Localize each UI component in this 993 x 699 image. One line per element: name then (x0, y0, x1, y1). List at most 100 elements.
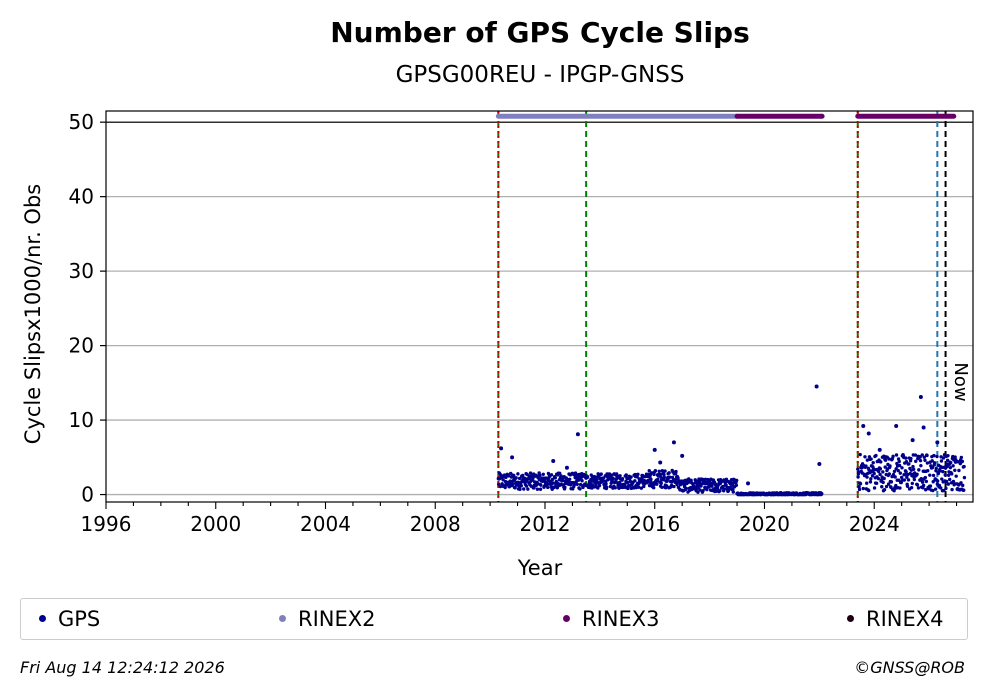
gps-point (501, 478, 505, 482)
gps-point (856, 467, 860, 471)
gps-point (897, 463, 902, 468)
legend-item-rinex2: RINEX2 (279, 607, 376, 631)
gps-point (944, 479, 949, 484)
gps-point (580, 479, 584, 483)
gps-point (946, 482, 951, 486)
legend-item-rinex3: RINEX3 (563, 607, 660, 631)
gps-point (930, 459, 934, 463)
gps-outlier-point (817, 462, 822, 467)
gps-point (647, 468, 651, 473)
gps-point (722, 487, 727, 491)
gps-point (517, 476, 522, 481)
gps-point (945, 458, 950, 462)
legend-marker-rinex2 (279, 614, 286, 622)
gps-point (701, 488, 705, 493)
gps-point (660, 485, 664, 489)
legend-label-rinex4: RINEX4 (866, 607, 944, 631)
gps-point (718, 489, 722, 493)
gps-point (941, 469, 945, 474)
gps-point (880, 485, 884, 489)
gps-point (883, 458, 888, 462)
gps-point (951, 464, 955, 468)
gps-point (506, 474, 511, 478)
gps-point (886, 482, 891, 486)
gps-point (919, 463, 923, 468)
gps-point (868, 480, 873, 484)
gps-point (915, 483, 920, 487)
gps-point (858, 482, 863, 486)
gps-outlier-point (866, 431, 871, 436)
gps-point (949, 461, 953, 465)
gps-point (698, 488, 702, 492)
gps-point (674, 469, 678, 474)
y-axis-label: Cycle Slipsx1000/nr. Obs (21, 184, 45, 444)
gps-point (930, 465, 935, 470)
gps-point (516, 472, 520, 476)
gps-point (887, 457, 891, 461)
gps-point (734, 483, 739, 487)
gps-point (567, 477, 572, 481)
gps-point (960, 459, 965, 464)
footer-timestamp: Fri Aug 14 12:24:12 2026 (20, 658, 225, 677)
gps-point (518, 487, 522, 491)
gps-point (511, 482, 515, 486)
gps-point (874, 481, 879, 485)
gps-point (503, 485, 507, 490)
x-tick-label: 1996 (81, 512, 132, 536)
x-tick-label: 2008 (410, 512, 461, 536)
gps-point (945, 464, 949, 469)
gps-point (876, 469, 881, 474)
gps-point (874, 453, 878, 458)
gps-point (942, 488, 946, 493)
gps-point (579, 475, 584, 480)
legend-item-gps: GPS (39, 607, 100, 631)
legend-label-rinex2: RINEX2 (298, 607, 376, 631)
gps-outlier-point (499, 446, 504, 451)
gps-point (923, 475, 928, 480)
gps-point (541, 472, 545, 476)
gps-point (948, 465, 953, 470)
gps-point (625, 480, 630, 485)
gps-point (922, 455, 926, 459)
gps-point (953, 455, 957, 459)
gps-point (909, 456, 913, 461)
gps-point (856, 475, 860, 479)
gps-point (597, 483, 602, 488)
gps-point (636, 472, 640, 476)
gps-point (653, 469, 658, 473)
gps-point (861, 486, 865, 491)
gps-point (900, 466, 904, 470)
grid-lines (106, 121, 973, 496)
x-tick-label: 2024 (849, 512, 900, 536)
gps-point (897, 459, 901, 464)
gps-point (864, 464, 868, 468)
gps-point (894, 483, 898, 488)
gps-point (660, 468, 664, 473)
gps-point (946, 473, 951, 477)
data-points (496, 384, 967, 497)
gps-point (935, 479, 940, 483)
gps-point (894, 453, 899, 457)
gps-point (926, 469, 930, 473)
gps-outlier-point (814, 384, 819, 389)
gps-point (696, 490, 700, 494)
gps-point (871, 461, 875, 465)
legend: GPS RINEX2 RINEX3 RINEX4 (20, 598, 968, 640)
chart-canvas: Number of GPS Cycle Slips GPSG00REU - IP… (21, 16, 974, 580)
gps-outlier-point (935, 440, 940, 445)
gps-point (883, 465, 887, 469)
gps-point (605, 485, 609, 489)
gps-point (953, 468, 957, 472)
gps-outlier-point (510, 455, 515, 460)
gps-point (549, 473, 554, 477)
gps-outlier-point (575, 432, 580, 437)
gps-point (952, 482, 957, 486)
gps-point (864, 481, 869, 485)
gps-point (670, 475, 675, 480)
gps-point (646, 478, 650, 482)
gps-point (918, 458, 923, 463)
gps-point (604, 482, 608, 486)
gps-point (516, 480, 520, 484)
now-label: Now (950, 362, 971, 401)
gps-point (595, 480, 600, 484)
